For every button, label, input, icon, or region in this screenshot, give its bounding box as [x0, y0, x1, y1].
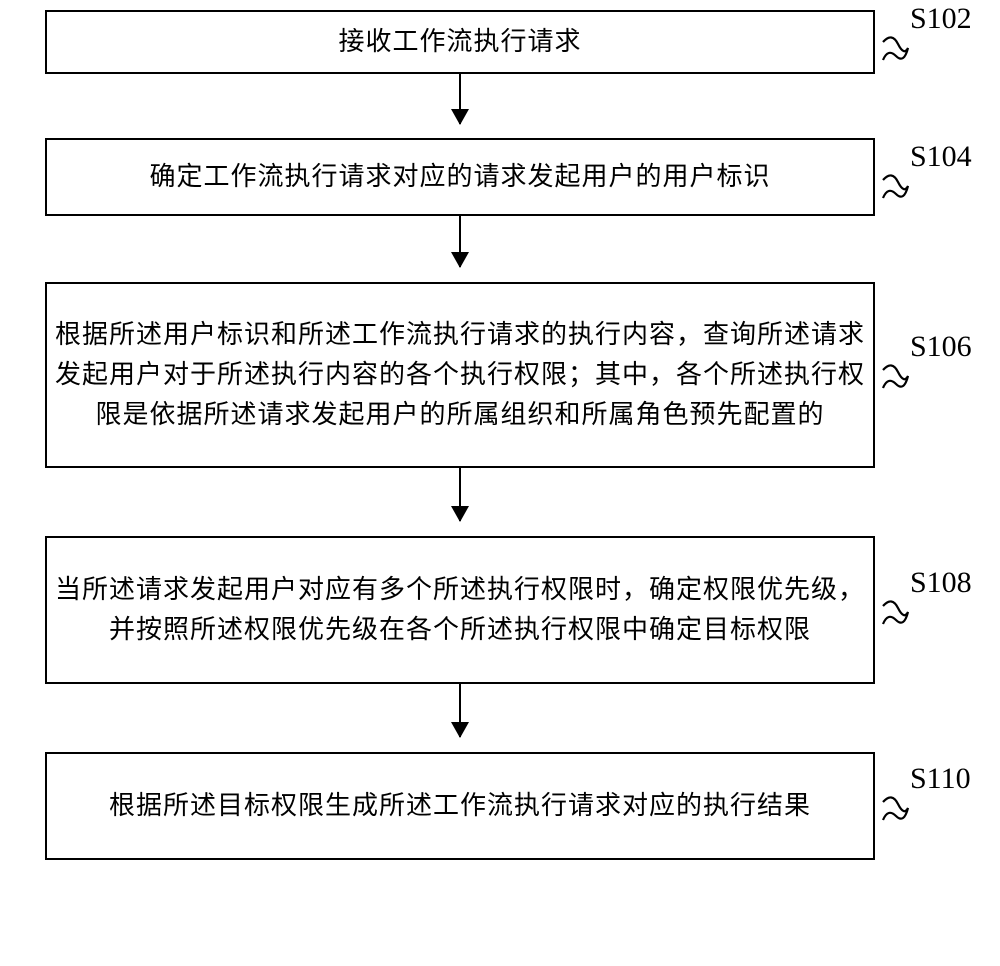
step-text: 根据所述目标权限生成所述工作流执行请求对应的执行结果: [101, 782, 819, 830]
step-label-s102: S102: [910, 2, 972, 36]
connector-tilde: [880, 34, 912, 70]
step-text: 确定工作流执行请求对应的请求发起用户的用户标识: [141, 153, 778, 201]
connector-tilde: [880, 172, 912, 208]
step-label-s106: S106: [910, 330, 972, 364]
flowchart-container: 接收工作流执行请求 S102 确定工作流执行请求对应的请求发起用户的用户标识 S104…: [0, 0, 1000, 966]
flowchart-arrow-4: [459, 684, 461, 737]
step-label-s108: S108: [910, 566, 972, 600]
flowchart-step-s108: 当所述请求发起用户对应有多个所述执行权限时，确定权限优先级，并按照所述权限优先级…: [45, 536, 875, 684]
connector-tilde: [880, 794, 912, 830]
flowchart-arrow-3: [459, 468, 461, 521]
flowchart-step-s104: 确定工作流执行请求对应的请求发起用户的用户标识: [45, 138, 875, 216]
step-text: 接收工作流执行请求: [330, 18, 589, 66]
step-label-s110: S110: [910, 762, 971, 796]
step-label-s104: S104: [910, 140, 972, 174]
step-text: 根据所述用户标识和所述工作流执行请求的执行内容，查询所述请求发起用户对于所述执行…: [47, 311, 873, 440]
flowchart-arrow-1: [459, 74, 461, 124]
connector-tilde: [880, 362, 912, 398]
connector-tilde: [880, 598, 912, 634]
flowchart-arrow-2: [459, 216, 461, 267]
step-text: 当所述请求发起用户对应有多个所述执行权限时，确定权限优先级，并按照所述权限优先级…: [47, 566, 873, 655]
flowchart-step-s110: 根据所述目标权限生成所述工作流执行请求对应的执行结果: [45, 752, 875, 860]
flowchart-step-s102: 接收工作流执行请求: [45, 10, 875, 74]
flowchart-step-s106: 根据所述用户标识和所述工作流执行请求的执行内容，查询所述请求发起用户对于所述执行…: [45, 282, 875, 468]
